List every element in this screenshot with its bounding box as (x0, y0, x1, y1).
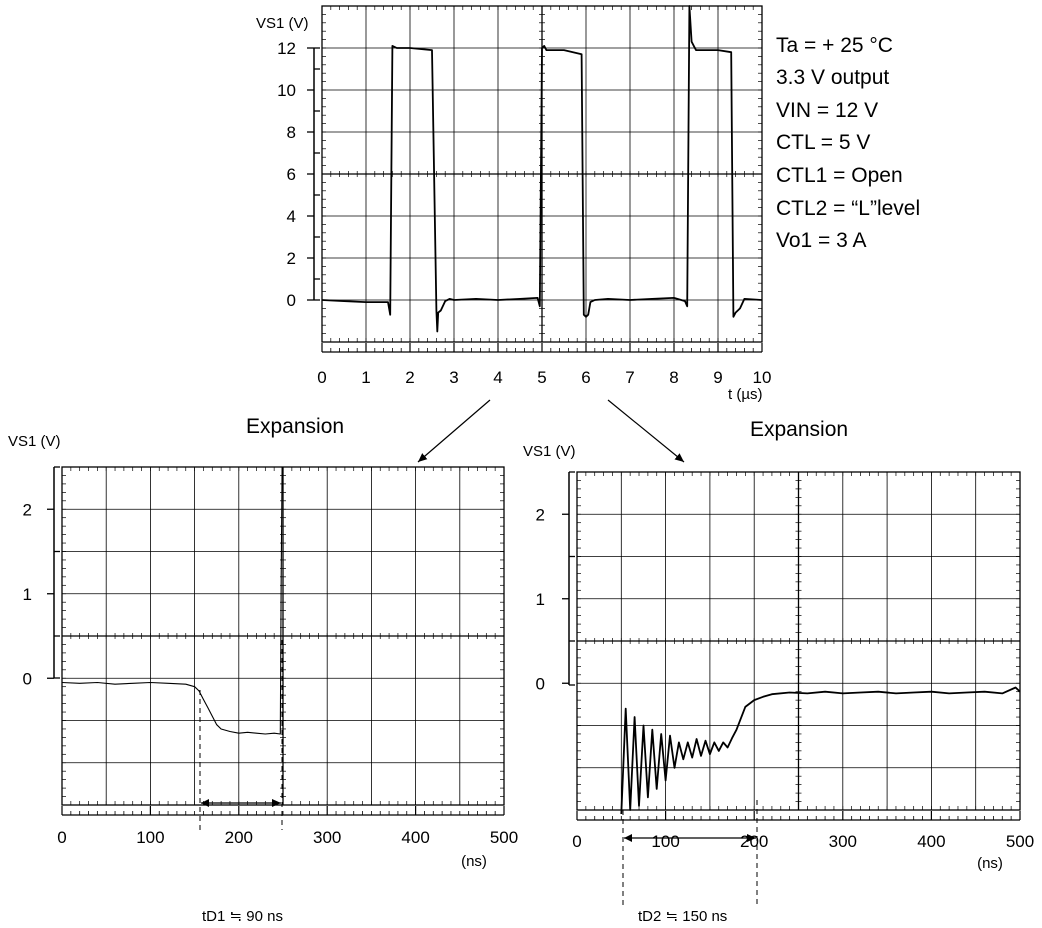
x-axis-title: (ns) (977, 855, 1003, 872)
y-tick-label: 0 (536, 674, 545, 693)
test-conditions: Ta = + 25 °C 3.3 V output VIN = 12 V CTL… (776, 34, 920, 252)
x-tick-label: 2 (405, 368, 414, 387)
y-tick-label: 1 (536, 590, 545, 609)
x-tick-label: 10 (753, 368, 772, 387)
x-tick-label: 0 (572, 832, 581, 851)
x-tick-label: 400 (917, 832, 945, 851)
series-line (620, 686, 1021, 815)
condition-ta: Ta = + 25 °C (776, 34, 893, 57)
td1-dimension: tD1 ≒ 90 ns (199, 640, 283, 925)
x-tick-label: 7 (625, 368, 634, 387)
series-line (321, 5, 763, 333)
y-tick-label: 2 (287, 249, 296, 268)
y-tick-label: 8 (287, 123, 296, 142)
condition-output: 3.3 V output (776, 66, 889, 89)
y-tick-label: 10 (277, 81, 296, 100)
x-tick-label: 300 (313, 828, 341, 847)
condition-ctl2: CTL2 = “L”level (776, 197, 920, 220)
x-tick-label: 500 (1006, 832, 1034, 851)
x-tick-label: 9 (713, 368, 722, 387)
y-tick-label: 12 (277, 39, 296, 58)
td2-dimension: tD2 ≒ 150 ns (622, 800, 758, 925)
x-tick-label: 3 (449, 368, 458, 387)
x-tick-label: 6 (581, 368, 590, 387)
right-expansion-chart: 0 100 200 300 400 500 0 1 2 VS1 (V) (ns) (523, 443, 1034, 872)
x-tick-label: 100 (136, 828, 164, 847)
td2-label: tD2 ≒ 150 ns (638, 908, 727, 925)
expansion-label-right: Expansion (750, 418, 848, 441)
x-tick-label: 0 (317, 368, 326, 387)
x-tick-label: 200 (225, 828, 253, 847)
expansion-label-left: Expansion (246, 415, 344, 438)
expansion-arrow-right (607, 399, 685, 463)
x-axis-title: t (µs) (728, 386, 762, 403)
y-tick-label: 0 (287, 291, 296, 310)
condition-ctl1: CTL1 = Open (776, 164, 903, 187)
x-tick-label: 300 (829, 832, 857, 851)
condition-vin: VIN = 12 V (776, 99, 878, 122)
td1-label: tD1 ≒ 90 ns (202, 908, 283, 925)
condition-ctl: CTL = 5 V (776, 131, 870, 154)
x-axis-title: (ns) (461, 853, 487, 870)
x-tick-label: 400 (401, 828, 429, 847)
x-tick-label: 1 (361, 368, 370, 387)
x-tick-label: 0 (57, 828, 66, 847)
y-tick-label: 1 (23, 585, 32, 604)
y-axis-title: VS1 (V) (8, 433, 61, 450)
y-tick-label: 2 (23, 500, 32, 519)
x-tick-label: 5 (537, 368, 546, 387)
x-tick-label: 500 (490, 828, 518, 847)
y-tick-label: 4 (287, 207, 296, 226)
y-tick-label: 2 (536, 505, 545, 524)
x-tick-label: 8 (669, 368, 678, 387)
condition-vo1: Vo1 = 3 A (776, 229, 867, 252)
expansion-arrow-left (417, 399, 491, 463)
left-expansion-chart: 0 100 200 300 400 500 0 1 2 VS1 (V) (ns) (8, 433, 518, 870)
x-tick-label: 100 (651, 832, 679, 851)
y-tick-label: 6 (287, 165, 296, 184)
x-tick-label: 200 (740, 832, 768, 851)
series-line (61, 466, 283, 735)
y-tick-label: 0 (23, 669, 32, 688)
x-tick-label: 4 (493, 368, 502, 387)
y-axis-title: VS1 (V) (523, 443, 576, 460)
y-axis-title: VS1 (V) (256, 15, 309, 32)
